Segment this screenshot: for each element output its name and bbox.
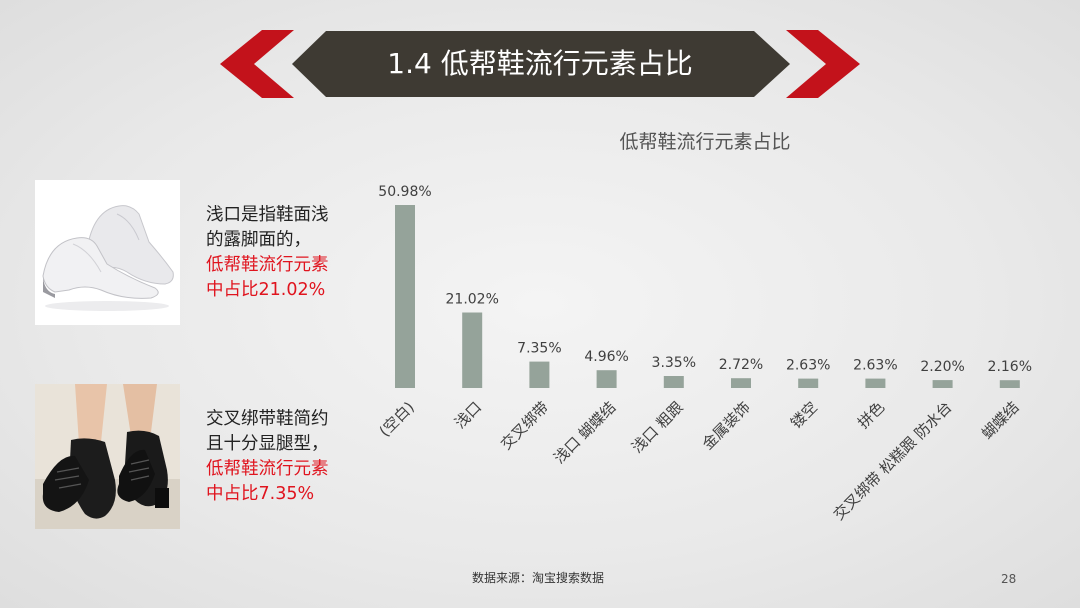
data-label: 2.20% [920,359,964,375]
right-chevron-icon [786,30,860,98]
category-label: 交叉绑带 松糕跟 防水台 [830,398,956,524]
chart-title: 低帮鞋流行元素占比 [619,131,791,153]
black-lace-up-shoes-photo [35,384,180,529]
data-label: 7.35% [517,341,561,357]
category-label: 金属装饰 [699,398,754,453]
data-label: 2.63% [853,358,897,374]
category-label: 蝴蝶结 [978,398,1023,443]
data-label: 4.96% [584,349,628,365]
category-label: (空白) [376,398,418,440]
data-source: 数据来源：淘宝搜索数据 [472,571,605,585]
bar [865,378,886,388]
note-line: 浅口是指鞋面浅 [206,205,329,225]
bar [462,312,483,388]
bar [932,380,953,388]
note-cross-strap: 交叉绑带鞋简约 且十分显腿型， 低帮鞋流行元素 中占比7.35% [206,407,356,507]
note-shallow-mouth: 浅口是指鞋面浅 的露脚面的， 低帮鞋流行元素 中占比21.02% [206,203,356,303]
note-highlight: 中占比21.02% [206,280,326,300]
bar [999,380,1020,388]
note-line: 交叉绑带鞋简约 [206,409,329,429]
title-banner: 1.4 低帮鞋流行元素占比 [214,30,866,98]
bar [596,370,617,388]
note-line: 的露脚面的， [206,230,311,250]
category-label: 镂空 [787,398,821,432]
bar [663,376,684,388]
page-number: 28 [1001,572,1017,586]
bar [798,378,819,388]
title-banner-shape [220,30,860,98]
bar [731,378,751,388]
data-label: 2.63% [786,358,830,374]
bar [395,205,415,388]
note-highlight: 低帮鞋流行元素 [206,459,329,479]
category-label: 浅口 粗跟 [628,398,687,457]
bar [529,361,550,388]
category-label: 浅口 蝴蝶结 [550,398,619,467]
note-highlight: 中占比7.35% [206,484,315,504]
data-label: 50.98% [378,184,431,200]
title-banner-background [292,31,790,97]
note-line: 且十分显腿型， [206,434,329,454]
bar-chart: 50.98% (空白) 21.02% 浅口 7.35% 交叉绑带 4.96% 浅口 蝴蝶结 3.… [376,184,1032,524]
data-label: 21.02% [446,292,499,308]
data-label: 2.16% [988,359,1032,375]
category-label: 浅口 [451,398,485,432]
category-label: 拼色 [854,398,888,432]
data-label: 3.35% [652,355,696,371]
category-label: 交叉绑带 [497,398,552,453]
page-title: 1.4 低帮鞋流行元素占比 [387,47,693,80]
left-chevron-icon [220,30,294,98]
white-low-heel-shoes-photo [35,180,180,325]
data-label: 2.72% [719,357,763,373]
note-highlight: 低帮鞋流行元素 [206,255,329,275]
